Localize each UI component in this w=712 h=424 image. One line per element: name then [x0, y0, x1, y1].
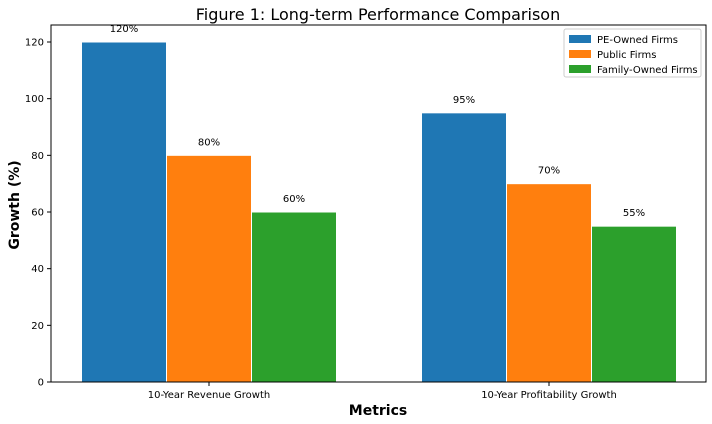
y-tick-label: 60 — [31, 208, 44, 219]
y-tick-label: 80 — [31, 151, 44, 162]
x-tick-label: 10-Year Profitability Growth — [481, 390, 617, 401]
legend-label: Public Firms — [597, 50, 656, 61]
data-label: 60% — [283, 194, 305, 205]
chart-title: Figure 1: Long-term Performance Comparis… — [196, 5, 560, 24]
legend-label: Family-Owned Firms — [597, 65, 698, 76]
legend-swatch — [569, 50, 591, 58]
y-tick-label: 100 — [25, 94, 44, 105]
plot-frame — [50, 24, 707, 383]
data-label: 70% — [538, 166, 560, 177]
bar — [506, 183, 592, 383]
legend-swatch — [569, 65, 591, 73]
y-axis-label: Growth (%) — [7, 160, 23, 249]
bar — [166, 154, 252, 383]
y-tick-label: 20 — [31, 321, 44, 332]
bar — [421, 112, 507, 383]
plot-area: 120% 95% 80% 70% 60% 55% 0 20 40 60 80 100 120 10-Yea… — [25, 24, 707, 401]
legend-box — [563, 28, 702, 78]
bar — [81, 41, 167, 383]
x-tick-label: 10-Year Revenue Growth — [148, 390, 270, 401]
legend-label: PE-Owned Firms — [597, 35, 678, 46]
y-tick-label: 120 — [25, 38, 44, 49]
x-axis-label: Metrics — [349, 403, 407, 419]
legend-swatch — [569, 35, 591, 43]
bar — [251, 211, 337, 383]
y-tick-label: 40 — [31, 264, 44, 275]
bar — [591, 225, 677, 383]
data-label: 80% — [198, 137, 220, 148]
legend: PE-Owned Firms Public Firms Family-Owned F… — [563, 28, 702, 78]
y-tick-label: 0 — [38, 378, 44, 389]
data-label: 120% — [110, 24, 139, 35]
data-label: 55% — [623, 208, 645, 219]
data-label: 95% — [453, 95, 475, 106]
